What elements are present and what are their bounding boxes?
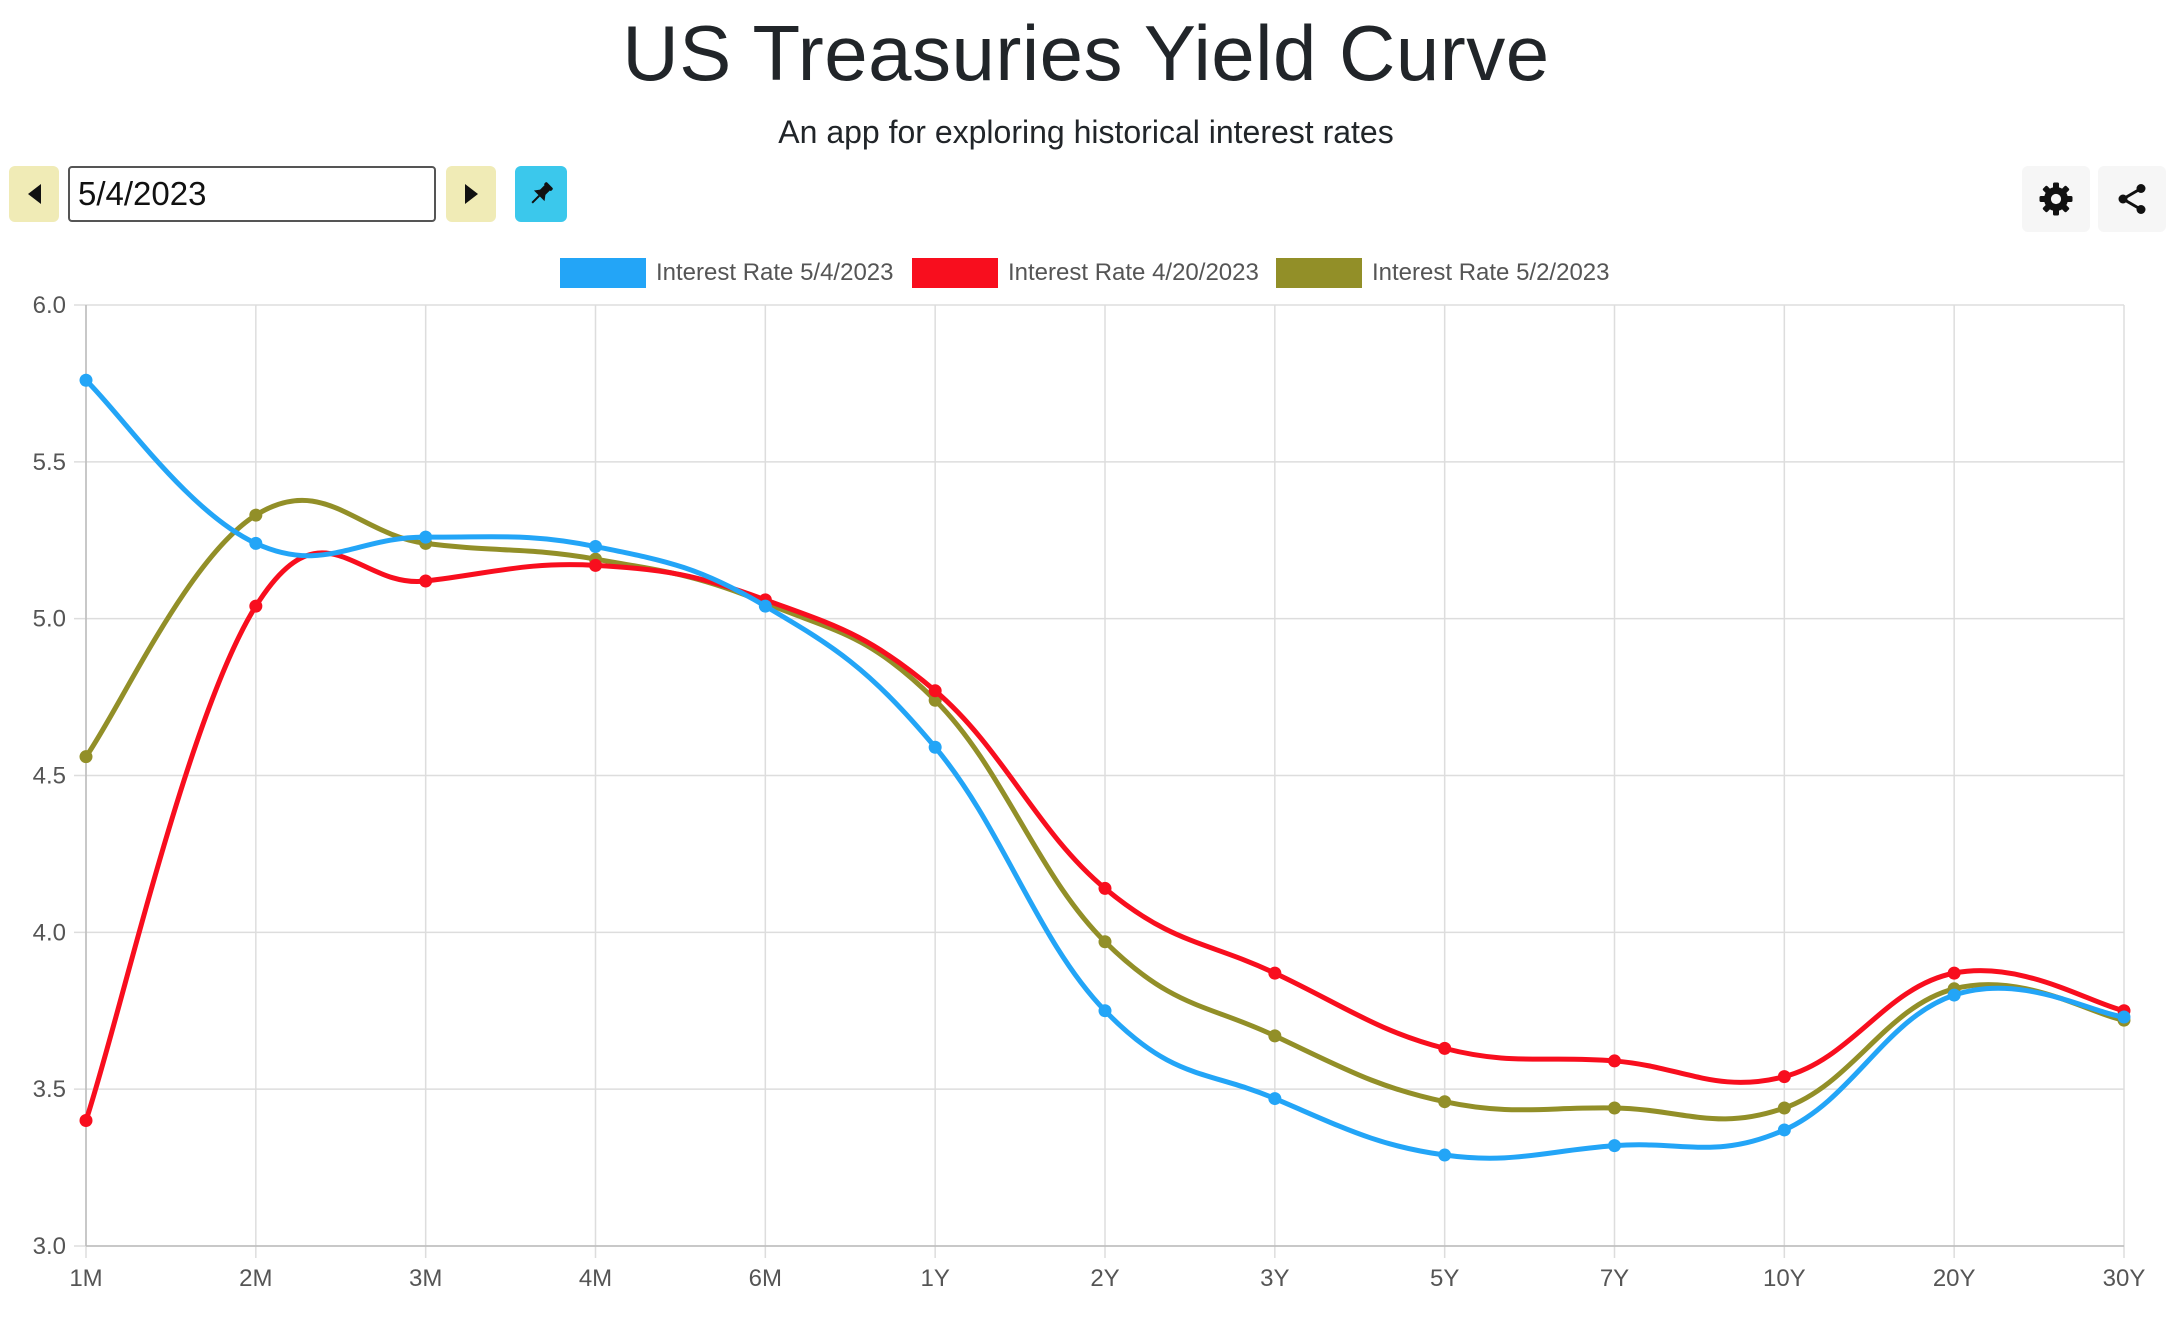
data-point-series-2 — [79, 1114, 93, 1128]
data-point-series-1 — [1438, 1148, 1452, 1162]
y-tick-label: 4.0 — [33, 919, 66, 946]
legend-swatch-series-1 — [560, 258, 646, 288]
data-point-series-2 — [1098, 881, 1112, 895]
data-point-series-1 — [2117, 1010, 2131, 1024]
data-point-series-1 — [1608, 1139, 1621, 1153]
share-button[interactable] — [2098, 166, 2166, 232]
y-tick-label: 5.5 — [33, 449, 66, 476]
x-tick-label: 4M — [579, 1265, 612, 1292]
data-point-series-2 — [1947, 966, 1961, 980]
data-point-series-1 — [928, 740, 942, 754]
x-tick-label: 1Y — [920, 1265, 949, 1292]
data-point-series-1 — [758, 599, 772, 613]
x-tick-label: 30Y — [2103, 1265, 2146, 1292]
chart-legend: Interest Rate 5/4/2023 Interest Rate 4/2… — [0, 256, 2172, 290]
data-point-series-3 — [79, 750, 93, 764]
next-date-button[interactable] — [446, 166, 496, 222]
page-title: US Treasuries Yield Curve — [622, 9, 1550, 97]
page-subtitle: An app for exploring historical interest… — [778, 114, 1394, 150]
legend-item-series-3[interactable]: Interest Rate 5/2/2023 — [1276, 256, 1610, 290]
data-point-series-2 — [1608, 1054, 1621, 1068]
data-point-series-1 — [1947, 988, 1961, 1002]
data-point-series-1 — [249, 536, 263, 550]
data-point-series-2 — [419, 574, 433, 588]
y-tick-label: 5.0 — [33, 606, 66, 633]
date-input[interactable] — [68, 166, 436, 222]
y-tick-label: 4.5 — [33, 763, 66, 790]
data-point-series-1 — [589, 540, 602, 554]
legend-label-series-2: Interest Rate 4/20/2023 — [1008, 259, 1259, 286]
data-point-series-2 — [1268, 966, 1282, 980]
data-point-series-3 — [249, 508, 263, 522]
data-point-series-1 — [79, 373, 93, 387]
x-tick-label: 1M — [69, 1265, 102, 1292]
x-tick-label: 2M — [239, 1265, 272, 1292]
x-tick-label: 5Y — [1430, 1265, 1459, 1292]
pin-button[interactable] — [515, 166, 567, 222]
data-point-series-3 — [1777, 1101, 1791, 1115]
legend-swatch-series-3 — [1276, 258, 1362, 288]
data-point-series-3 — [1268, 1029, 1282, 1043]
y-tick-label: 3.0 — [33, 1233, 66, 1260]
legend-item-series-2[interactable]: Interest Rate 4/20/2023 — [912, 256, 1259, 290]
legend-item-series-1[interactable]: Interest Rate 5/4/2023 — [560, 256, 894, 290]
caret-left-icon — [27, 184, 41, 204]
legend-swatch-series-2 — [912, 258, 998, 288]
data-point-series-1 — [1777, 1123, 1791, 1137]
pin-icon — [531, 182, 553, 204]
data-point-series-2 — [1777, 1070, 1791, 1084]
y-tick-label: 6.0 — [33, 292, 66, 319]
x-tick-label: 2Y — [1090, 1265, 1119, 1292]
x-tick-label: 20Y — [1933, 1265, 1976, 1292]
data-point-series-2 — [249, 599, 263, 613]
data-point-series-2 — [589, 558, 602, 572]
data-point-series-1 — [1098, 1004, 1112, 1018]
data-point-series-2 — [1438, 1041, 1452, 1055]
caret-right-icon — [464, 184, 478, 204]
x-tick-label: 6M — [749, 1265, 782, 1292]
data-point-series-3 — [928, 693, 942, 707]
x-tick-label: 3M — [409, 1265, 442, 1292]
legend-label-series-1: Interest Rate 5/4/2023 — [656, 259, 894, 286]
data-point-series-3 — [1438, 1095, 1452, 1109]
previous-date-button[interactable] — [9, 166, 59, 222]
legend-label-series-3: Interest Rate 5/2/2023 — [1372, 259, 1610, 286]
x-tick-label: 7Y — [1600, 1265, 1629, 1292]
gear-icon — [2039, 182, 2073, 216]
data-point-series-3 — [1098, 935, 1112, 949]
data-point-series-3 — [1608, 1101, 1621, 1115]
data-point-series-2 — [928, 684, 942, 698]
data-point-series-1 — [1268, 1092, 1282, 1106]
y-tick-label: 3.5 — [33, 1076, 66, 1103]
data-point-series-1 — [419, 530, 433, 544]
share-icon — [2118, 184, 2146, 214]
settings-button[interactable] — [2022, 166, 2090, 232]
x-tick-label: 3Y — [1260, 1265, 1289, 1292]
x-tick-label: 10Y — [1763, 1265, 1806, 1292]
